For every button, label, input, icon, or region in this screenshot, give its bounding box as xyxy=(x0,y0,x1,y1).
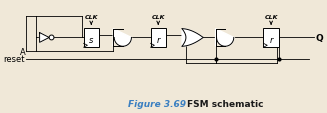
Bar xyxy=(150,28,166,48)
Polygon shape xyxy=(182,29,203,47)
Text: A: A xyxy=(20,47,25,56)
Text: r: r xyxy=(156,36,160,45)
Circle shape xyxy=(49,36,54,41)
Bar xyxy=(264,28,279,48)
Text: r: r xyxy=(269,36,273,45)
Polygon shape xyxy=(113,29,131,47)
Text: Q: Q xyxy=(315,34,323,43)
Text: reset: reset xyxy=(4,55,25,64)
Text: Figure 3.69: Figure 3.69 xyxy=(128,99,186,108)
Text: CLK: CLK xyxy=(84,15,98,20)
Polygon shape xyxy=(215,29,234,47)
Polygon shape xyxy=(40,33,49,43)
Text: CLK: CLK xyxy=(151,15,165,20)
Text: s: s xyxy=(89,36,94,45)
Text: FSM schematic: FSM schematic xyxy=(187,99,264,108)
Bar xyxy=(84,28,99,48)
Text: CLK: CLK xyxy=(264,15,278,20)
